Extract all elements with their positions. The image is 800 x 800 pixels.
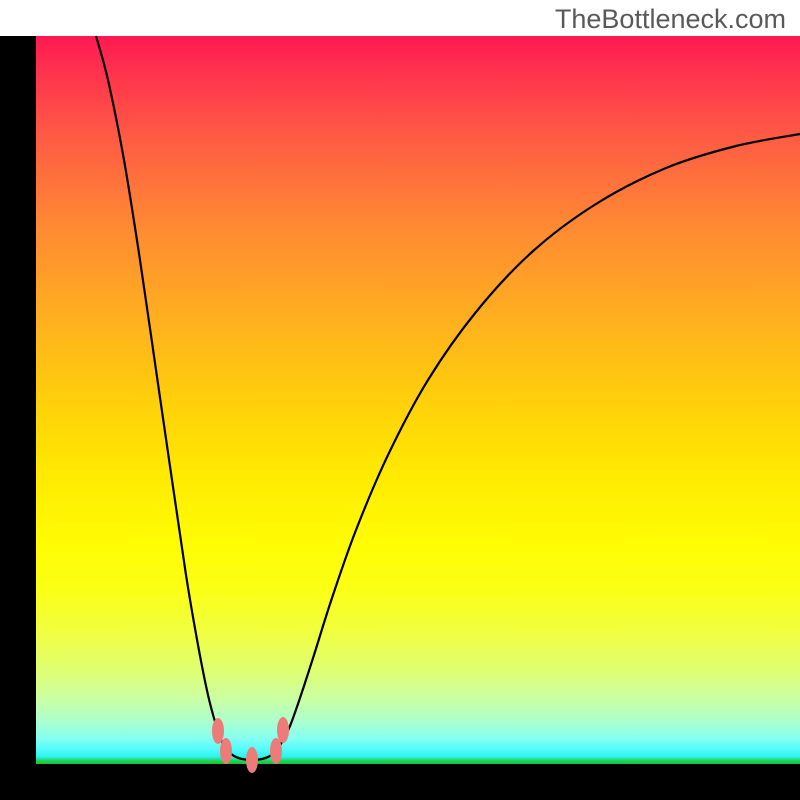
- chart-container: { "watermark": { "text": "TheBottleneck.…: [0, 0, 800, 800]
- watermark-text: TheBottleneck.com: [555, 4, 786, 35]
- chart-gradient-background: [36, 36, 800, 764]
